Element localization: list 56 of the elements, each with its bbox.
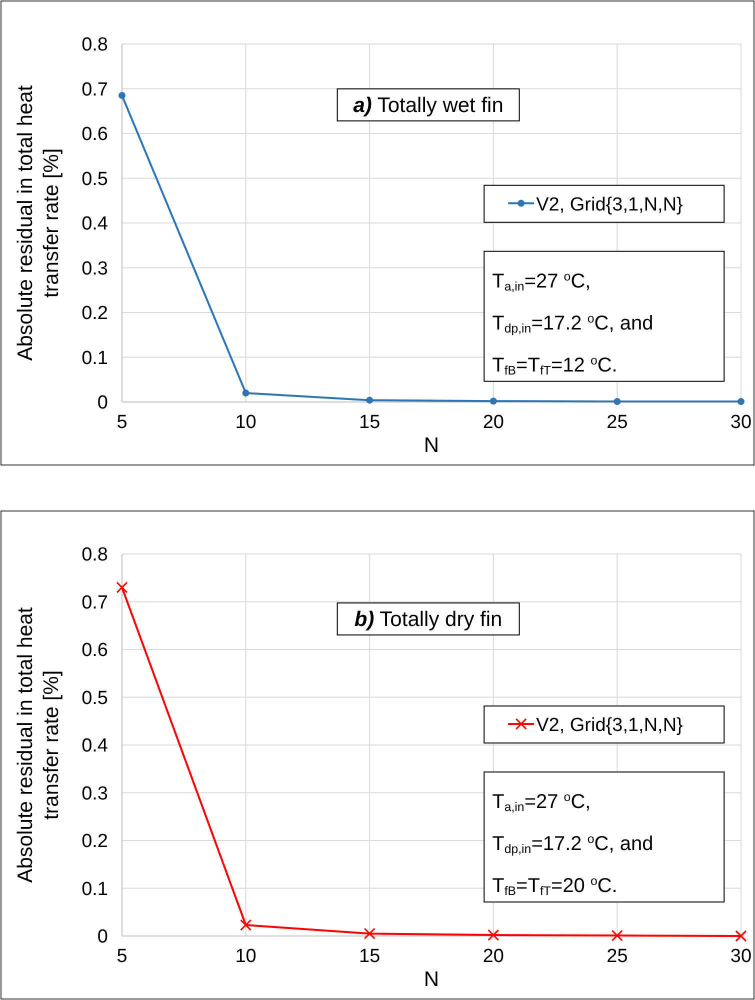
y-tick-label: 0.6 [82,640,108,662]
point [116,582,128,594]
y-tick-label: 0.5 [82,688,108,709]
y-tick-label: 0.3 [82,258,108,280]
y-tick-label: 0.6 [82,124,108,146]
text: b) Totally dry fin [354,608,502,631]
x-tick-label: 30 [730,412,752,433]
x-axis-title: N [424,968,440,991]
point [118,92,126,99]
annotation: T$_{a,in}$=27 $^{o}$C, [492,790,591,814]
legend-label: V2, Grid{3,1,N,N} [536,194,683,216]
point [614,398,621,406]
x-tick-label: 5 [116,946,128,967]
y-tick-label: 0.4 [82,214,108,235]
x-tick-label: 25 [606,412,628,433]
y-tick-label: 0.8 [82,34,108,56]
point [611,930,623,942]
y-tick-label: 0.3 [82,783,108,804]
y-tick-label: 0.2 [82,303,108,324]
x-tick-label: 30 [730,946,752,967]
y-tick-label: 0.1 [82,878,108,900]
point [366,396,374,404]
x-tick-label: 5 [116,412,128,433]
y-tick-label: 0.7 [82,79,108,100]
x-axis-title: N [424,434,440,457]
point [240,919,252,931]
x-tick-label: 20 [482,412,504,433]
y-tick-label: 0.4 [82,736,108,757]
y-tick-label: 0.2 [82,831,108,852]
y-tick-label: 0 [97,392,108,414]
annotation: T$_{fB}$=T$_{fT}$=20 $^{o}$C. [492,874,618,898]
point [364,928,376,940]
point [738,398,744,406]
y-tick-label: 0 [97,926,108,948]
annotation: T$_{dp,in}$=17.2 $^{o}$C, and [492,312,654,336]
annotation: T$_{a,in}$=27 $^{o}$C, [492,270,591,294]
annotation: T$_{dp,in}$=17.2 $^{o}$C, and [492,832,654,856]
x-tick-label: 25 [606,946,628,967]
y-tick-label: 0.7 [82,592,108,614]
point [488,929,500,941]
legend-label: V2, Grid{3,1,N,N} [536,714,683,736]
annotation: T$_{fB}$=T$_{fT}$=12 $^{o}$C. [492,354,618,378]
y-axis-title: Absolute residual in total heat transfer rate [%] [14,607,63,883]
y-axis-title: Absolute residual in total heat transfer rate [%] [14,85,63,361]
y-tick-label: 0.5 [82,168,108,190]
y-tick-label: 0.8 [82,544,108,566]
text: a) Totally wet fin [353,94,504,117]
x-tick-label: 15 [359,946,380,967]
x-tick-label: 20 [482,946,504,967]
x-tick-label: 10 [235,946,256,967]
x-tick-label: 15 [359,412,380,433]
point [242,390,250,397]
point [490,398,497,405]
x-tick-label: 10 [235,412,256,433]
point [735,930,747,942]
y-tick-label: 0.1 [82,348,108,369]
